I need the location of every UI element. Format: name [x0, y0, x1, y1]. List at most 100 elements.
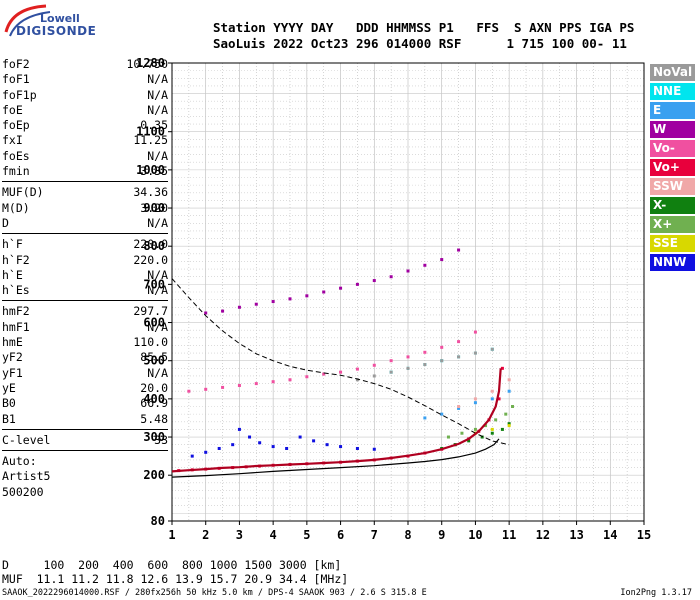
param-name: C-level [2, 432, 51, 447]
data-point [440, 258, 444, 262]
data-point [473, 330, 477, 334]
param-separator [2, 450, 168, 454]
y-tick-label: 1280 [136, 56, 165, 70]
data-point [372, 374, 376, 378]
param-row: D N/A [2, 216, 168, 231]
digisonde-logo [4, 4, 51, 37]
series-w [204, 248, 461, 315]
data-point [473, 351, 477, 355]
x-tick-label: 11 [502, 528, 516, 542]
param-name: foF1 [2, 72, 30, 87]
series-e [423, 389, 511, 420]
footer-distance-row: D 100 200 400 600 800 1000 1500 3000 [km… [2, 558, 342, 572]
x-tick-label: 2 [202, 528, 209, 542]
x-tick-label: 4 [270, 528, 277, 542]
data-point [254, 302, 258, 306]
param-row: foEs N/A [2, 149, 168, 164]
footer-file-info: SAAOK_2022296014000.RSF / 280fx256h 50 k… [2, 588, 427, 598]
data-point [258, 441, 262, 445]
data-point [490, 347, 494, 351]
param-row: hmE 110.0 [2, 335, 168, 350]
param-row: foF1 N/A [2, 72, 168, 87]
data-point [187, 389, 191, 393]
data-point [355, 367, 359, 371]
data-point [460, 431, 464, 435]
param-name: yE [2, 380, 16, 395]
param-row: M(D) 3.20 [2, 201, 168, 216]
x-tick-label: 15 [637, 528, 651, 542]
header-row-labels: Station YYYY DAY DDD HHMMSS P1 FFS S AXN… [213, 20, 635, 35]
data-point [339, 445, 343, 449]
data-point [406, 269, 410, 273]
data-point [473, 397, 477, 401]
param-separator [2, 181, 168, 185]
legend-item: Vo- [650, 140, 695, 157]
data-point [507, 422, 511, 426]
y-tick-label: 1000 [136, 163, 165, 177]
data-point [511, 405, 515, 408]
param-value: N/A [147, 319, 168, 334]
data-point [322, 372, 326, 376]
series-ssw [457, 378, 511, 408]
data-point [237, 384, 241, 388]
data-point [312, 439, 316, 443]
param-row: yF1 N/A [2, 366, 168, 381]
data-point [423, 263, 427, 267]
data-point [507, 424, 511, 428]
data-point [217, 446, 221, 450]
x-tick-label: 6 [337, 528, 344, 542]
param-name: M(D) [2, 200, 30, 215]
param-name: fxI [2, 133, 23, 148]
param-row: B1 5.48 [2, 412, 168, 427]
param-value: 3.35 [140, 164, 168, 179]
legend-item: W [650, 121, 695, 138]
param-value: N/A [147, 148, 168, 163]
data-point [339, 370, 343, 374]
legend-item: E [650, 102, 695, 119]
data-point [494, 418, 498, 422]
param-value: N/A [147, 102, 168, 117]
param-row: hmF2 297.7 [2, 304, 168, 319]
data-point [507, 378, 511, 382]
data-point [467, 439, 471, 443]
data-point [288, 297, 292, 301]
data-point [446, 435, 450, 439]
data-point [507, 389, 511, 393]
data-point [389, 359, 393, 363]
data-point [355, 282, 359, 286]
x-tick-label: 10 [468, 528, 482, 542]
data-point [190, 454, 194, 458]
data-point [237, 427, 241, 431]
param-row: foF1p N/A [2, 88, 168, 103]
param-row: h`Es N/A [2, 283, 168, 298]
param-row: 500200 [2, 485, 168, 500]
data-point [457, 406, 461, 410]
param-name: h`Es [2, 283, 30, 298]
data-point [221, 385, 225, 389]
param-row: h`F2 220.0 [2, 253, 168, 268]
param-row: yE 20.0 [2, 381, 168, 396]
param-name: fmin [2, 164, 30, 179]
data-point [500, 427, 504, 431]
param-separator [2, 300, 168, 304]
data-point [490, 389, 494, 393]
header-row-values: SaoLuis 2022 Oct23 296 014000 RSF 1 715 … [213, 36, 627, 51]
param-name: hmF2 [2, 304, 30, 319]
data-point [389, 275, 393, 279]
x-tick-label: 13 [569, 528, 583, 542]
y-tick-label: 400 [143, 392, 165, 406]
param-row: C-level 33 [2, 433, 168, 448]
x-tick-label: 3 [236, 528, 243, 542]
x-tick-label: 12 [536, 528, 550, 542]
param-name: MUF(D) [2, 185, 44, 200]
param-row: B0 66.9 [2, 396, 168, 411]
data-point [271, 300, 275, 304]
data-point [440, 359, 444, 363]
param-name: h`F [2, 237, 23, 252]
data-point [406, 355, 410, 359]
data-point [231, 443, 235, 447]
data-point [484, 424, 488, 428]
param-value: 110.0 [133, 335, 168, 350]
legend-item: X- [650, 197, 695, 214]
series-noval [355, 347, 494, 382]
